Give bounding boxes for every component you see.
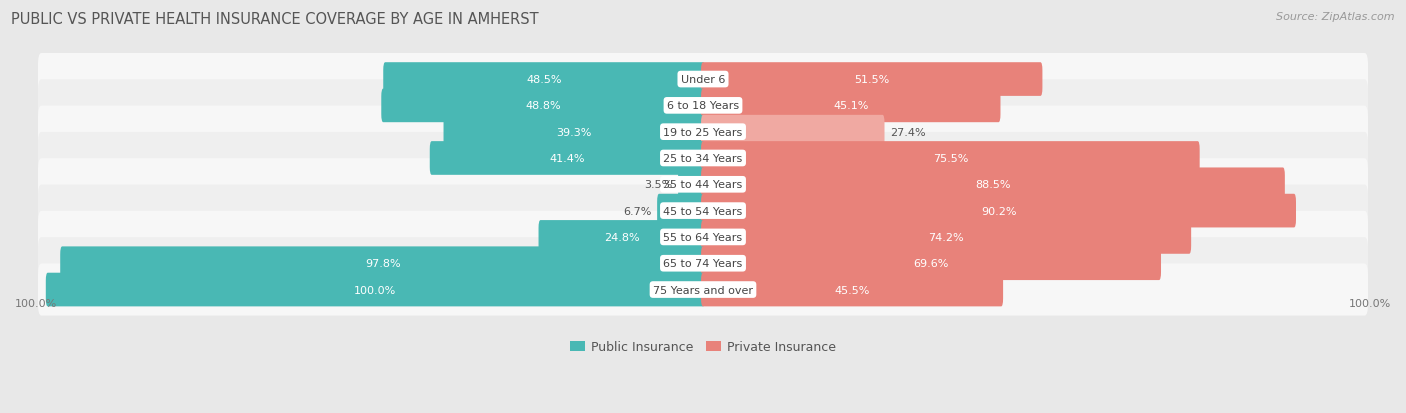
Text: 25 to 34 Years: 25 to 34 Years <box>664 154 742 164</box>
FancyBboxPatch shape <box>657 194 704 228</box>
FancyBboxPatch shape <box>702 168 1285 202</box>
Text: 45.1%: 45.1% <box>834 101 869 111</box>
Text: 75.5%: 75.5% <box>932 154 969 164</box>
FancyBboxPatch shape <box>538 221 704 254</box>
Text: 39.3%: 39.3% <box>557 127 592 138</box>
FancyBboxPatch shape <box>38 107 1368 158</box>
Text: 48.5%: 48.5% <box>526 75 562 85</box>
Text: 100.0%: 100.0% <box>1348 299 1391 309</box>
FancyBboxPatch shape <box>38 264 1368 316</box>
Text: 74.2%: 74.2% <box>928 233 965 242</box>
FancyBboxPatch shape <box>38 237 1368 290</box>
FancyBboxPatch shape <box>60 247 704 280</box>
Text: 19 to 25 Years: 19 to 25 Years <box>664 127 742 138</box>
FancyBboxPatch shape <box>702 142 1199 176</box>
Text: 35 to 44 Years: 35 to 44 Years <box>664 180 742 190</box>
Text: 97.8%: 97.8% <box>364 259 401 268</box>
Text: 48.8%: 48.8% <box>526 101 561 111</box>
FancyBboxPatch shape <box>384 63 704 97</box>
FancyBboxPatch shape <box>702 273 1002 306</box>
Text: 65 to 74 Years: 65 to 74 Years <box>664 259 742 268</box>
FancyBboxPatch shape <box>702 89 1001 123</box>
Text: 100.0%: 100.0% <box>354 285 396 295</box>
FancyBboxPatch shape <box>38 133 1368 185</box>
Text: 41.4%: 41.4% <box>550 154 585 164</box>
FancyBboxPatch shape <box>702 221 1191 254</box>
Text: 51.5%: 51.5% <box>853 75 890 85</box>
FancyBboxPatch shape <box>430 142 704 176</box>
Text: 45.5%: 45.5% <box>834 285 870 295</box>
Text: 45 to 54 Years: 45 to 54 Years <box>664 206 742 216</box>
FancyBboxPatch shape <box>38 159 1368 211</box>
FancyBboxPatch shape <box>46 273 704 306</box>
Text: 88.5%: 88.5% <box>976 180 1011 190</box>
Text: 27.4%: 27.4% <box>890 127 927 138</box>
Text: 6 to 18 Years: 6 to 18 Years <box>666 101 740 111</box>
FancyBboxPatch shape <box>38 54 1368 106</box>
Text: 55 to 64 Years: 55 to 64 Years <box>664 233 742 242</box>
FancyBboxPatch shape <box>443 116 704 149</box>
Text: 90.2%: 90.2% <box>981 206 1017 216</box>
FancyBboxPatch shape <box>702 63 1042 97</box>
Text: PUBLIC VS PRIVATE HEALTH INSURANCE COVERAGE BY AGE IN AMHERST: PUBLIC VS PRIVATE HEALTH INSURANCE COVER… <box>11 12 538 27</box>
FancyBboxPatch shape <box>678 168 704 202</box>
Text: Under 6: Under 6 <box>681 75 725 85</box>
Text: 75 Years and over: 75 Years and over <box>652 285 754 295</box>
FancyBboxPatch shape <box>702 116 884 149</box>
Legend: Public Insurance, Private Insurance: Public Insurance, Private Insurance <box>565 335 841 358</box>
FancyBboxPatch shape <box>38 80 1368 132</box>
Text: 69.6%: 69.6% <box>914 259 949 268</box>
FancyBboxPatch shape <box>702 247 1161 280</box>
FancyBboxPatch shape <box>38 211 1368 263</box>
FancyBboxPatch shape <box>381 89 704 123</box>
FancyBboxPatch shape <box>702 194 1296 228</box>
Text: 3.5%: 3.5% <box>644 180 672 190</box>
Text: 6.7%: 6.7% <box>623 206 651 216</box>
Text: 24.8%: 24.8% <box>605 233 640 242</box>
Text: Source: ZipAtlas.com: Source: ZipAtlas.com <box>1277 12 1395 22</box>
Text: 100.0%: 100.0% <box>15 299 58 309</box>
FancyBboxPatch shape <box>38 185 1368 237</box>
